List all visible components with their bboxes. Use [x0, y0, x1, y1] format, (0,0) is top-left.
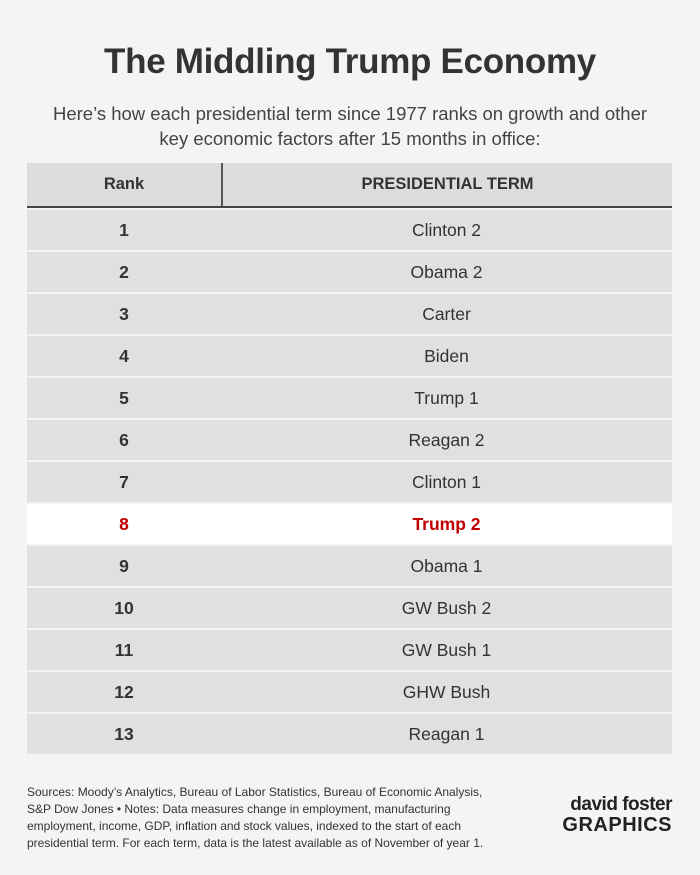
table-cell: 8: [119, 513, 129, 534]
table-cell: GW Bush 2: [401, 597, 492, 618]
table-row: 4 Biden: [27, 336, 672, 376]
table-cell: Clinton 1: [411, 471, 482, 492]
table-cell: Reagan 2: [408, 429, 485, 450]
table: Rank PRESIDENTIAL TERM 1 Clinton 2 2 Obama …: [27, 163, 672, 754]
table-cell: 9: [119, 555, 129, 576]
logo: david foster GRAPHICS: [548, 794, 672, 836]
table-cell: Obama 1: [410, 555, 483, 576]
table-row: 5 Trump 1: [27, 378, 672, 418]
table-cell: Biden: [424, 345, 469, 366]
table-cell: Obama 2: [410, 261, 483, 282]
table-cell: 10: [114, 597, 134, 618]
table-cell: Reagan 1: [408, 723, 485, 744]
table-cell: Trump 1: [414, 387, 479, 408]
table-row: 2 Obama 2: [27, 252, 672, 292]
table-row: 10 GW Bush 2: [27, 588, 672, 628]
table-cell: 4: [119, 345, 129, 366]
logo-text: david foster: [570, 794, 672, 815]
table-cell: 6: [119, 429, 129, 450]
table-row: 12 GHW Bush: [27, 672, 672, 712]
table-row: 9 Obama 1: [27, 546, 672, 586]
table-cell: 12: [114, 681, 134, 702]
table-row: 1 Clinton 2: [27, 210, 672, 250]
table-row: 11 GW Bush 1: [27, 630, 672, 670]
logo-text: GRAPHICS: [562, 814, 672, 836]
table-cell: 5: [119, 387, 129, 408]
table-cell: 2: [119, 261, 129, 282]
table-row: 3 Carter: [27, 294, 672, 334]
sources: Sources: Moody’s Analytics, Bureau of La…: [27, 785, 484, 850]
table-row: 6 Reagan 2: [27, 420, 672, 460]
table-cell: GW Bush 1: [401, 639, 492, 660]
table-cell: 1: [119, 219, 129, 240]
table-cell: 7: [119, 471, 129, 492]
subtitle: Here’s how each presidential term since …: [52, 103, 648, 149]
header-cell: PRESIDENTIAL TERM: [361, 175, 534, 193]
table-cell: Trump 2: [412, 513, 481, 534]
table-cell: Clinton 2: [411, 219, 482, 240]
table-cell: 13: [114, 723, 134, 744]
table-row: 8 Trump 2: [27, 504, 672, 544]
table-cell: GHW Bush: [402, 681, 491, 702]
table-cell: Carter: [422, 303, 471, 324]
header-row: Rank PRESIDENTIAL TERM: [27, 163, 672, 208]
header-cell: Rank: [27, 163, 223, 206]
table-cell: 3: [119, 303, 129, 324]
table-cell: 11: [114, 639, 134, 660]
table-row: 13 Reagan 1: [27, 714, 672, 754]
table-row: 7 Clinton 1: [27, 462, 672, 502]
title: The Middling Trump Economy: [104, 42, 596, 81]
